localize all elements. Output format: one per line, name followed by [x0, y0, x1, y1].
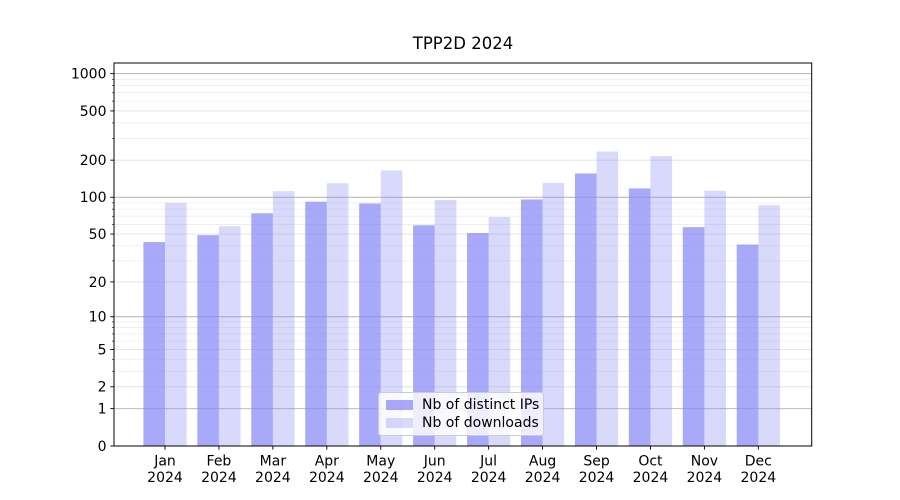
bar-downloads-sep — [596, 151, 619, 447]
legend-swatch-downloads — [386, 418, 413, 428]
x-tick-label-year: 2024 — [741, 470, 777, 486]
x-tick-label-year: 2024 — [579, 470, 615, 486]
x-tick-label-month: Jan — [153, 454, 176, 470]
bar-distinct-ips-nov — [682, 227, 705, 446]
bar-downloads-jan — [165, 202, 187, 446]
bar-downloads-feb — [218, 226, 241, 446]
y-tick-label: 10 — [89, 310, 107, 326]
bar-downloads-nov — [704, 190, 726, 446]
x-tick-label-month: Jul — [479, 454, 497, 470]
x-tick-label-year: 2024 — [309, 470, 345, 486]
bar-distinct-ips-dec — [736, 244, 759, 446]
legend-label-downloads: Nb of downloads — [422, 415, 539, 431]
legend: Nb of distinct IPs Nb of downloads — [378, 392, 544, 436]
x-tick-label-month: Oct — [638, 454, 663, 470]
y-tick-label: 1000 — [71, 67, 107, 83]
x-tick-label-year: 2024 — [633, 470, 669, 486]
bar-downloads-jun — [434, 199, 457, 446]
y-tick-label: 200 — [80, 153, 107, 169]
bar-downloads-oct — [650, 156, 673, 446]
legend-item-distinct-ips: Nb of distinct IPs — [386, 396, 539, 414]
y-tick-label: 1 — [98, 402, 107, 418]
x-tick-label-month: Sep — [583, 454, 610, 470]
legend-swatch-distinct-ips — [386, 400, 413, 410]
chart-title: TPP2D 2024 — [412, 34, 514, 53]
x-tick-label-month: Jun — [423, 454, 446, 470]
y-tick-label: 0 — [98, 439, 107, 455]
x-tick-label-month: Mar — [260, 454, 287, 470]
x-tick-label-year: 2024 — [525, 470, 561, 486]
bar-distinct-ips-mar — [251, 213, 273, 446]
x-tick-label-year: 2024 — [417, 470, 453, 486]
bar-downloads-may — [380, 170, 403, 446]
y-tick-label: 100 — [80, 190, 107, 206]
bar-distinct-ips-may — [359, 203, 381, 446]
bar-distinct-ips-apr — [305, 201, 327, 446]
x-tick-label-month: May — [366, 454, 395, 470]
bar-downloads-mar — [272, 191, 295, 446]
x-tick-label-month: Feb — [207, 454, 232, 470]
legend-label-distinct-ips: Nb of distinct IPs — [422, 397, 540, 413]
y-tick-label: 500 — [80, 104, 107, 120]
x-tick-label-year: 2024 — [471, 470, 507, 486]
bar-downloads-jul — [488, 217, 511, 446]
y-tick-label: 5 — [98, 342, 107, 358]
x-tick-label-month: Nov — [691, 454, 718, 470]
legend-item-downloads: Nb of downloads — [386, 414, 539, 432]
bar-distinct-ips-sep — [574, 173, 597, 446]
plot-border — [113, 62, 813, 447]
x-tick-label-month: Dec — [745, 454, 772, 470]
x-tick-label-month: Apr — [315, 454, 339, 470]
bar-downloads-aug — [542, 182, 565, 447]
y-tick-label: 2 — [98, 380, 107, 396]
x-tick-label-year: 2024 — [147, 470, 183, 486]
x-tick-label-year: 2024 — [201, 470, 237, 486]
bar-distinct-ips-oct — [628, 188, 651, 446]
x-tick-label-year: 2024 — [363, 470, 399, 486]
bar-distinct-ips-aug — [520, 199, 543, 446]
bar-distinct-ips-jan — [143, 242, 165, 446]
y-tick-label: 50 — [89, 227, 107, 243]
y-tick-label: 20 — [89, 275, 107, 291]
x-tick-label-month: Aug — [529, 454, 556, 470]
x-tick-label-year: 2024 — [255, 470, 291, 486]
bar-distinct-ips-jun — [413, 225, 435, 446]
bar-distinct-ips-feb — [197, 235, 219, 446]
x-tick-label-year: 2024 — [687, 470, 723, 486]
bar-downloads-apr — [326, 183, 349, 446]
bar-downloads-dec — [758, 205, 780, 446]
